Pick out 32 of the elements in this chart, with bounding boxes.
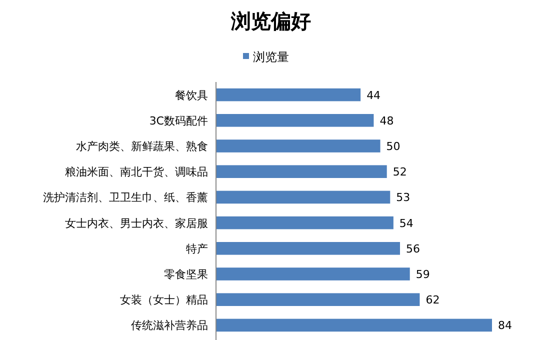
bar (216, 190, 390, 204)
data-label: 56 (406, 242, 420, 256)
y-tick-label: 粮油米面、南北干货、调味品 (65, 166, 208, 179)
y-tick-label: 传统滋补营养品 (131, 319, 208, 332)
data-label: 44 (366, 88, 381, 102)
data-label: 50 (386, 140, 400, 153)
y-tick-label: 餐饮具 (175, 88, 208, 102)
y-tick-label: 特产 (186, 242, 208, 256)
data-label: 59 (416, 268, 430, 281)
bar (216, 165, 387, 178)
y-tick-label: 洗护清洁剂、卫卫生巾、纸、香薰 (43, 191, 208, 204)
data-label: 62 (426, 294, 440, 307)
data-label: 54 (399, 216, 414, 230)
data-label: 48 (380, 114, 394, 128)
bar (216, 293, 420, 306)
y-tick-label: 女士内衣、男士内衣、家居服 (65, 216, 208, 230)
y-tick-label: 3C数码配件 (149, 114, 208, 128)
bar (216, 318, 492, 332)
y-tick-label: 水产肉类、新鲜蔬果、熟食 (76, 140, 208, 153)
legend-label: 浏览量 (253, 50, 289, 64)
bar (216, 88, 361, 102)
data-label: 53 (396, 191, 410, 204)
bar (216, 140, 380, 152)
data-label: 84 (498, 319, 512, 332)
bar (216, 216, 394, 230)
chart-title: 浏览偏好 (230, 9, 311, 33)
y-tick-label: 零食坚果 (164, 268, 208, 281)
bar (216, 268, 410, 280)
data-label: 52 (392, 166, 407, 179)
y-tick-label: 女装（女士）精品 (120, 294, 208, 307)
bar (216, 114, 374, 127)
bar (216, 242, 400, 255)
